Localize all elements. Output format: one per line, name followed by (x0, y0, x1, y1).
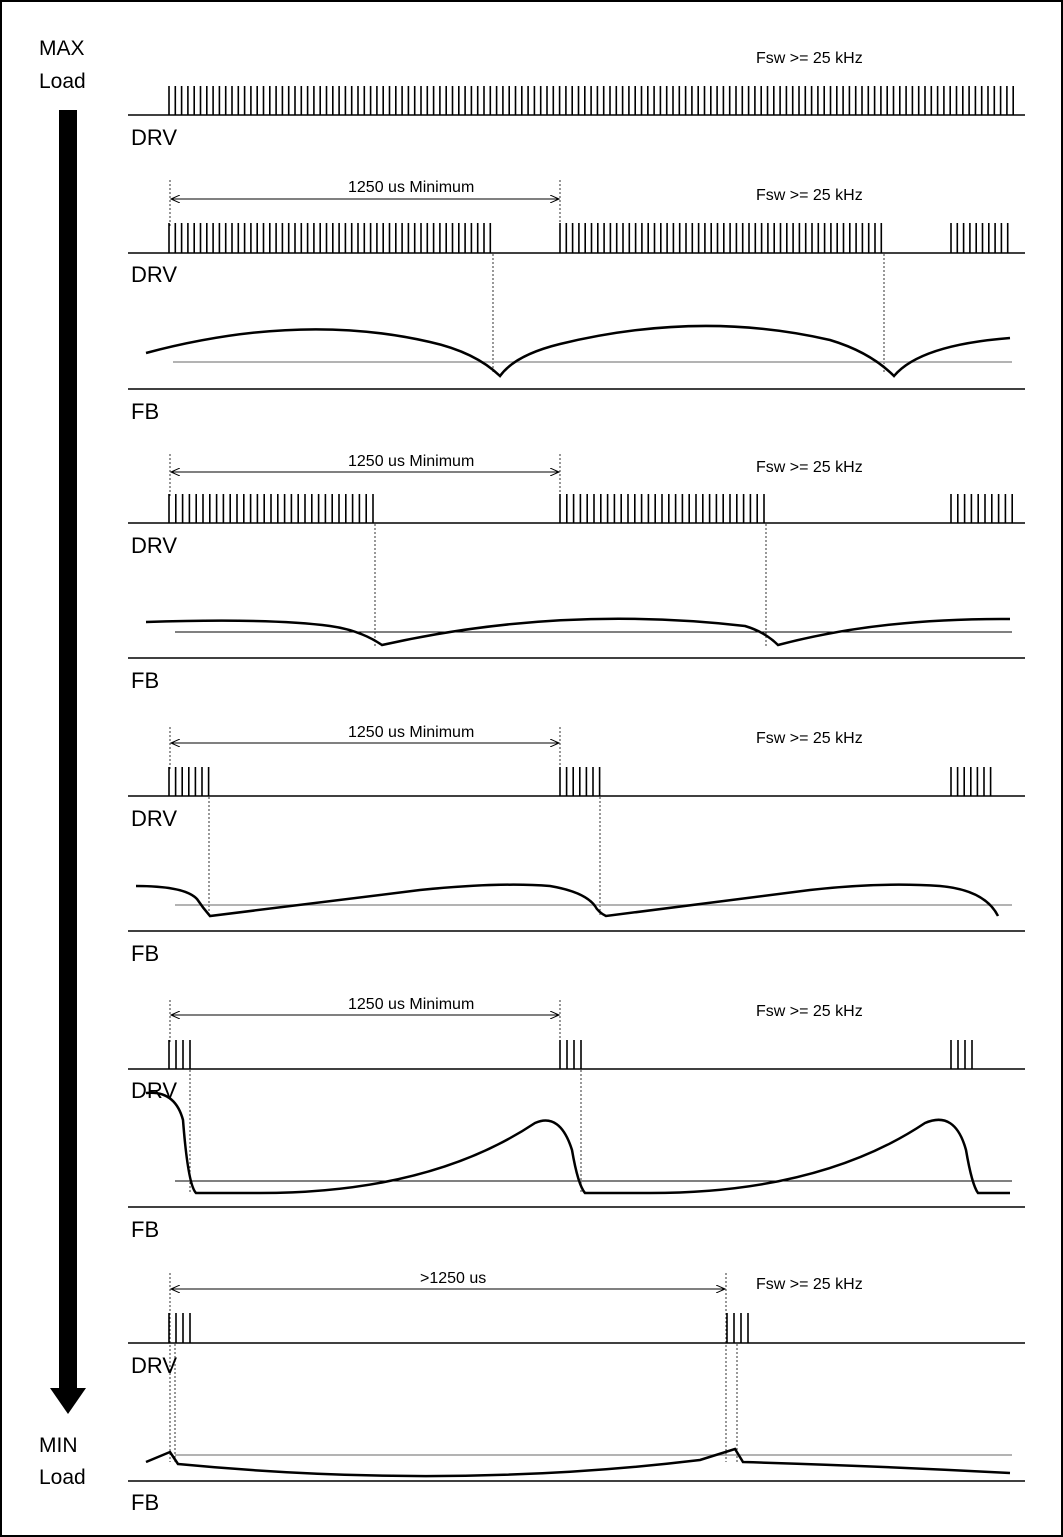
panel-3: 1250 us Minimum Fsw >= 25 kHz DRV FB (128, 724, 1025, 966)
load-axis-arrowhead-icon (50, 1388, 86, 1414)
drv-burst-1 (168, 494, 374, 523)
min-load-label-line1: MIN (39, 1434, 78, 1457)
drv-burst-3 (950, 767, 992, 796)
drv-burst-2 (559, 1040, 582, 1069)
fb-waveform (145, 1091, 1010, 1195)
fb-waveform (145, 617, 1011, 647)
drv-burst-1 (168, 767, 210, 796)
min-load-label-line2: Load (39, 1466, 86, 1489)
panel-2: 1250 us Minimum Fsw >= 25 kHz DRV FB (128, 453, 1025, 693)
drv-burst-1 (168, 223, 492, 253)
drv-label: DRV (131, 262, 177, 287)
fb-label: FB (131, 1490, 159, 1515)
drv-burst-2 (559, 767, 601, 796)
load-axis-shaft (59, 110, 77, 1390)
max-load-label-line2: Load (39, 70, 86, 93)
panel-0: Fsw >= 25 kHz DRV (128, 50, 1025, 150)
drv-label: DRV (131, 806, 177, 831)
drv-burst-2 (559, 223, 883, 253)
freq-label: Fsw >= 25 kHz (756, 187, 863, 204)
fb-label: FB (131, 399, 159, 424)
drv-label: DRV (131, 533, 177, 558)
drv-burst-2 (726, 1313, 749, 1343)
period-label: 1250 us Minimum (348, 453, 474, 470)
drv-burst-2 (559, 494, 765, 523)
fb-label: FB (131, 668, 159, 693)
drv-label: DRV (131, 125, 177, 150)
panel-5: >1250 us Fsw >= 25 kHz DRV FB (128, 1270, 1025, 1515)
period-label: 1250 us Minimum (348, 996, 474, 1013)
fb-waveform (135, 883, 1000, 918)
max-load-label-line1: MAX (39, 37, 85, 60)
fb-waveform (145, 324, 1011, 378)
drv-burst-1 (168, 1313, 191, 1343)
period-label: 1250 us Minimum (348, 724, 474, 741)
fb-waveform (145, 1447, 1011, 1478)
freq-label: Fsw >= 25 kHz (756, 730, 863, 747)
freq-label: Fsw >= 25 kHz (756, 50, 863, 67)
drv-burst-3 (950, 1040, 973, 1069)
drv-burst-1 (168, 1040, 191, 1069)
drv-burst-3 (950, 223, 1009, 253)
freq-label: Fsw >= 25 kHz (756, 1003, 863, 1020)
drv-burst-3 (950, 494, 1014, 523)
panel-4: 1250 us Minimum Fsw >= 25 kHz DRV FB (128, 996, 1025, 1242)
period-label: >1250 us (420, 1270, 486, 1287)
drv-pulse-train (168, 86, 1015, 115)
period-label: 1250 us Minimum (348, 179, 474, 196)
freq-label: Fsw >= 25 kHz (756, 1276, 863, 1293)
drv-label: DRV (131, 1353, 177, 1378)
panel-1: 1250 us Minimum Fsw >= 25 kHz DRV FB (128, 179, 1025, 424)
fb-label: FB (131, 1217, 159, 1242)
fb-label: FB (131, 941, 159, 966)
freq-label: Fsw >= 25 kHz (756, 459, 863, 476)
